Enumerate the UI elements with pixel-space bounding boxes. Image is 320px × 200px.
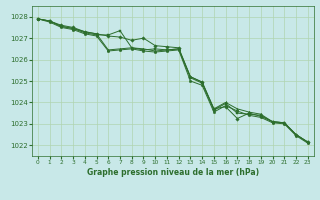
X-axis label: Graphe pression niveau de la mer (hPa): Graphe pression niveau de la mer (hPa) <box>87 168 259 177</box>
